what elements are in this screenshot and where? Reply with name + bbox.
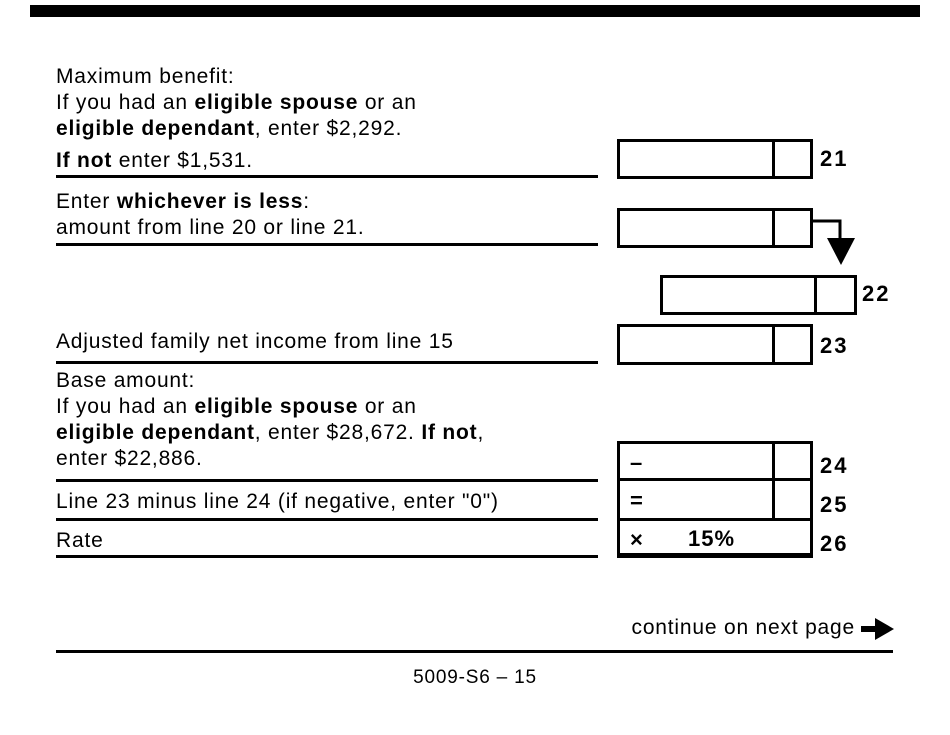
equals-operator-text: =	[630, 488, 644, 513]
line-21-number-text: 21	[820, 146, 849, 171]
line23-minus-label: Line 23 minus line 24 (if negative, ente…	[56, 489, 499, 515]
calc-cents-divider	[772, 444, 775, 521]
rule-under-line21	[56, 175, 598, 178]
line-25-amount-box[interactable]	[620, 481, 769, 518]
page-top-rule	[30, 5, 920, 17]
line-24-number-text: 24	[820, 453, 849, 478]
divider-24-25	[620, 478, 810, 481]
base-amount-title-text: Base amount:	[56, 369, 196, 392]
max-benefit-line4-b: enter $1,531.	[112, 149, 253, 172]
line-22-amount-box[interactable]	[660, 275, 857, 315]
minus-operator-text: –	[630, 450, 644, 475]
line-22-cents-divider	[814, 278, 817, 312]
footer-rule	[56, 650, 893, 653]
continue-next-page-text: continue on next page	[631, 616, 855, 639]
line-25-number-text: 25	[820, 492, 849, 517]
base-amount-line4: enter $22,886.	[56, 446, 203, 472]
rule-under-line25	[56, 518, 598, 521]
line-25-number: 25	[820, 492, 848, 518]
rate-value: 15%	[688, 526, 735, 552]
line-22-number-text: 22	[862, 281, 891, 306]
max-benefit-line2-bold: eligible spouse	[194, 91, 359, 114]
line-21-cents-divider	[772, 142, 775, 176]
line-24-number: 24	[820, 453, 848, 479]
down-arrow-icon	[812, 219, 855, 265]
base-amount-line3-b: , enter $28,672.	[254, 421, 422, 444]
base-amount-line3-bold1: eligible dependant	[56, 421, 255, 444]
rate-label-text: Rate	[56, 529, 104, 552]
base-amount-line3-d: ,	[477, 421, 485, 444]
base-amount-title: Base amount:	[56, 368, 195, 394]
equals-operator: =	[630, 488, 644, 514]
line-26-number-text: 26	[820, 531, 849, 556]
continue-next-page: continue on next page	[460, 616, 855, 640]
base-amount-line2-c: or an	[358, 395, 417, 418]
whichever-less-line1: Enter whichever is less:	[56, 189, 310, 215]
base-amount-line4-text: enter $22,886.	[56, 447, 203, 470]
whichever-less-line2-text: amount from line 20 or line 21.	[56, 216, 365, 239]
page-identifier-text: 5009-S6 – 15	[413, 667, 537, 688]
whichever-less-line2: amount from line 20 or line 21.	[56, 215, 364, 241]
line-26-amount-box[interactable]	[620, 521, 810, 553]
line-23-amount-box[interactable]	[617, 324, 813, 365]
whichever-less-cents-divider	[772, 211, 775, 245]
whichever-less-bold: whichever is less	[116, 190, 304, 213]
rate-label: Rate	[56, 528, 104, 554]
base-amount-line3-bold2: If not	[421, 421, 478, 444]
multiply-operator-text: ×	[630, 527, 644, 552]
max-benefit-line2-c: or an	[358, 91, 417, 114]
line-23-number-text: 23	[820, 333, 849, 358]
adjusted-income-text: Adjusted family net income from line 15	[56, 330, 454, 353]
whichever-less-amount-box[interactable]	[617, 208, 813, 248]
base-amount-line2-a: If you had an	[56, 395, 195, 418]
adjusted-income-label: Adjusted family net income from line 15	[56, 329, 454, 355]
max-benefit-title-text: Maximum benefit:	[56, 65, 235, 88]
calc-box-24-25-26: – = × 15%	[617, 441, 813, 558]
max-benefit-line2-a: If you had an	[56, 91, 195, 114]
max-benefit-line3-bold: eligible dependant	[56, 117, 255, 140]
base-amount-line2-bold: eligible spouse	[194, 395, 359, 418]
line-21-number: 21	[820, 146, 848, 172]
whichever-less-a: Enter	[56, 190, 117, 213]
line-21-amount-box[interactable]	[617, 139, 813, 179]
base-amount-line3: eligible dependant, enter $28,672. If no…	[56, 420, 484, 446]
line-23-number: 23	[820, 333, 848, 359]
max-benefit-line3: eligible dependant, enter $2,292.	[56, 116, 402, 142]
line-22-number: 22	[862, 281, 890, 307]
line-23-cents-divider	[772, 327, 775, 362]
divider-25-26	[620, 518, 810, 521]
rule-under-line23	[56, 361, 598, 364]
page-identifier: 5009-S6 – 15	[0, 667, 950, 689]
rule-under-whichever	[56, 243, 598, 246]
line23-minus-text: Line 23 minus line 24 (if negative, ente…	[56, 490, 499, 513]
max-benefit-line2: If you had an eligible spouse or an	[56, 90, 417, 116]
line-24-amount-box[interactable]	[620, 444, 769, 478]
minus-operator: –	[630, 450, 643, 476]
max-benefit-line3-b: , enter $2,292.	[254, 117, 403, 140]
max-benefit-line4-bold: If not	[56, 149, 113, 172]
rate-value-text: 15%	[688, 526, 736, 551]
multiply-operator: ×	[630, 527, 644, 553]
line-26-number: 26	[820, 531, 848, 557]
rule-under-line24	[56, 479, 598, 482]
rule-under-line26	[56, 555, 598, 558]
continue-arrow-icon	[861, 618, 894, 640]
base-amount-line2: If you had an eligible spouse or an	[56, 394, 417, 420]
max-benefit-line4: If not enter $1,531.	[56, 148, 253, 174]
whichever-less-c: :	[303, 190, 310, 213]
max-benefit-title: Maximum benefit:	[56, 64, 235, 90]
